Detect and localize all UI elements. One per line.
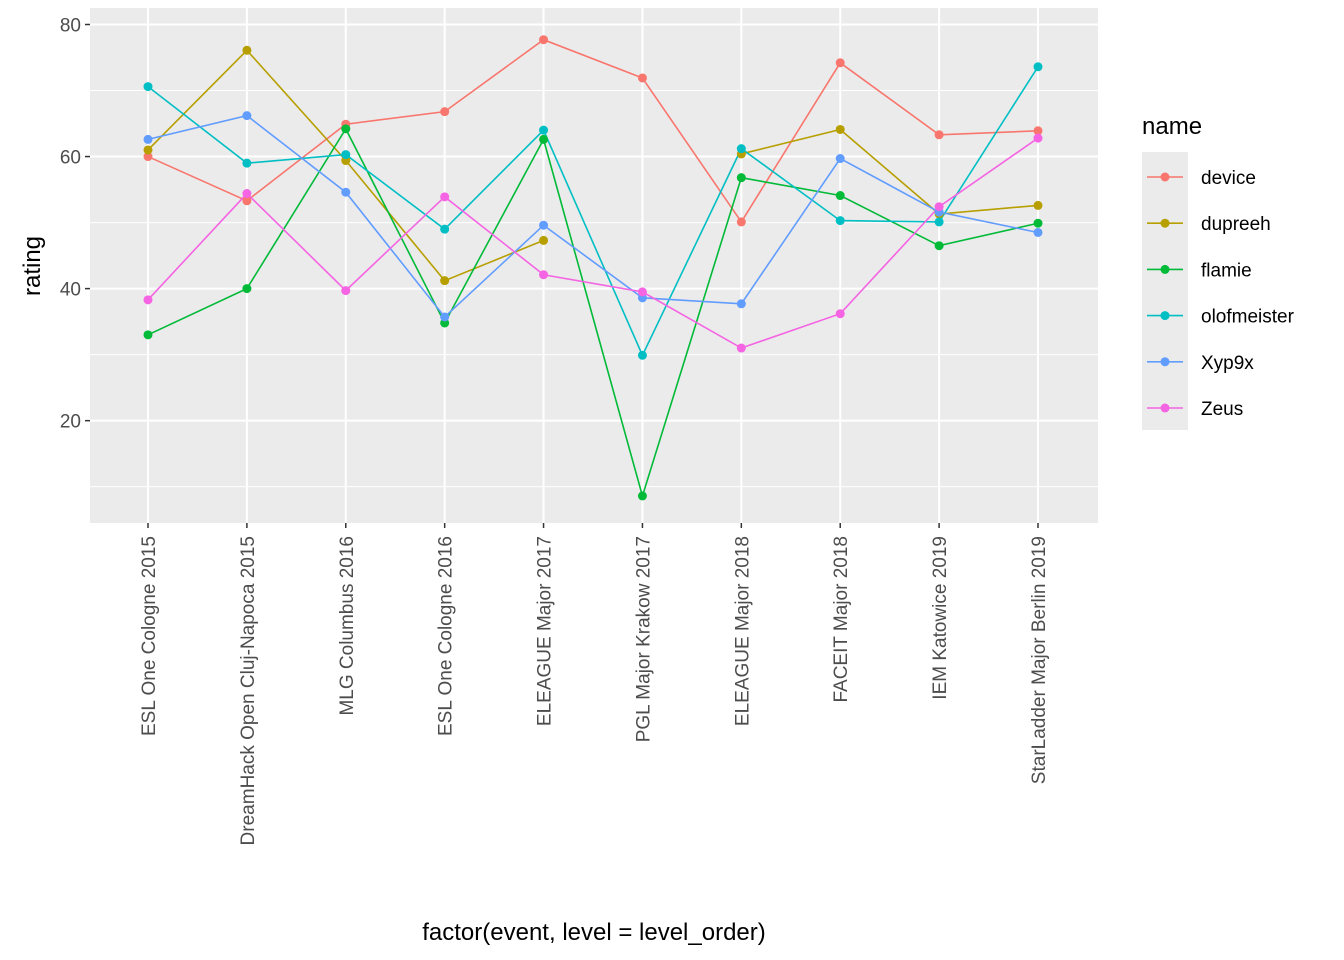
y-tick-label: 80 xyxy=(60,16,81,37)
y-tick-label: 40 xyxy=(60,280,81,301)
y-tick-label: 60 xyxy=(60,148,81,169)
point-device xyxy=(1033,126,1043,136)
point-olofmeister xyxy=(1033,62,1043,72)
point-zeus xyxy=(440,192,450,202)
point-olofmeister xyxy=(835,216,845,226)
y-axis: 20 40 60 80 xyxy=(60,16,90,433)
point-zeus xyxy=(637,287,647,297)
point-zeus xyxy=(242,189,252,199)
point-device xyxy=(440,107,450,117)
x-tick-label: ESL One Cologne 2016 xyxy=(436,536,457,736)
point-flamie xyxy=(341,124,351,134)
point-dupreeh xyxy=(539,235,549,245)
point-olofmeister xyxy=(341,150,351,160)
point-device xyxy=(539,35,549,45)
legend-key-point-device xyxy=(1160,172,1170,182)
point-zeus xyxy=(1033,133,1043,143)
point-xyp9x xyxy=(341,187,351,197)
series-line-zeus xyxy=(147,137,1039,349)
legend-title: name xyxy=(1142,113,1202,140)
point-dupreeh xyxy=(143,145,153,155)
y-tick-label: 20 xyxy=(60,412,81,433)
legend-key-background xyxy=(1142,152,1188,430)
point-dupreeh xyxy=(440,276,450,286)
legend-label-xyp9x: Xyp9x xyxy=(1201,353,1254,374)
x-axis-title: factor(event, level = level_order) xyxy=(422,919,766,946)
legend-key-point-xyp9x xyxy=(1160,357,1170,367)
point-flamie xyxy=(1033,218,1043,228)
point-zeus xyxy=(934,202,944,212)
series-line-device xyxy=(147,38,1039,224)
series-line-olofmeister xyxy=(147,66,1039,358)
point-flamie xyxy=(637,491,647,501)
legend-label-dupreeh: dupreeh xyxy=(1201,214,1271,235)
point-olofmeister xyxy=(736,144,746,154)
point-zeus xyxy=(341,286,351,296)
legend: name device dupreeh flamie olofmeister Xyp9x… xyxy=(1142,113,1295,430)
point-flamie xyxy=(539,134,549,144)
point-xyp9x xyxy=(242,111,252,121)
x-tick-label: ESL One Cologne 2015 xyxy=(139,536,160,736)
point-flamie xyxy=(835,191,845,201)
point-flamie xyxy=(736,173,746,183)
point-olofmeister xyxy=(440,224,450,234)
legend-label-olofmeister: olofmeister xyxy=(1201,307,1295,328)
point-zeus xyxy=(143,295,153,305)
legend-key-point-olofmeister xyxy=(1160,311,1170,321)
x-tick-label: ELEAGUE Major 2018 xyxy=(732,536,753,726)
x-tick-label: PGL Major Krakow 2017 xyxy=(633,536,654,742)
point-xyp9x xyxy=(1033,227,1043,237)
point-zeus xyxy=(835,309,845,319)
point-xyp9x xyxy=(440,312,450,322)
legend-key-point-flamie xyxy=(1160,264,1170,274)
point-dupreeh xyxy=(1033,200,1043,210)
legend-label-zeus: Zeus xyxy=(1201,399,1243,420)
legend-key-point-dupreeh xyxy=(1160,218,1170,228)
x-tick-label: StarLadder Major Berlin 2019 xyxy=(1029,536,1050,784)
x-tick-label: MLG Columbus 2016 xyxy=(337,536,358,716)
series-line-xyp9x xyxy=(147,114,1039,319)
series-lines xyxy=(147,38,1039,499)
point-olofmeister xyxy=(934,217,944,227)
point-olofmeister xyxy=(637,350,647,360)
x-axis: ESL One Cologne 2015 DreamHack Open Cluj-… xyxy=(139,523,1050,845)
series-line-dupreeh xyxy=(741,128,1039,215)
point-device xyxy=(934,130,944,140)
point-xyp9x xyxy=(143,134,153,144)
point-zeus xyxy=(736,343,746,353)
x-tick-label: IEM Katowice 2019 xyxy=(930,536,951,700)
point-flamie xyxy=(934,241,944,251)
legend-label-flamie: flamie xyxy=(1201,260,1252,281)
point-zeus xyxy=(539,270,549,280)
point-olofmeister xyxy=(242,158,252,168)
point-device xyxy=(143,152,153,162)
point-olofmeister xyxy=(539,125,549,135)
x-tick-label: DreamHack Open Cluj-Napoca 2015 xyxy=(238,536,259,845)
x-tick-label: ELEAGUE Major 2017 xyxy=(535,536,556,726)
point-xyp9x xyxy=(539,220,549,230)
point-device xyxy=(736,217,746,227)
series-points xyxy=(143,35,1043,501)
point-olofmeister xyxy=(143,82,153,92)
x-tick-label: FACEIT Major 2018 xyxy=(831,536,852,703)
point-flamie xyxy=(143,330,153,340)
point-device xyxy=(835,58,845,68)
point-xyp9x xyxy=(736,299,746,309)
point-device xyxy=(242,196,252,206)
grid xyxy=(90,8,1098,523)
plot-panel xyxy=(90,8,1098,523)
point-device xyxy=(637,73,647,83)
legend-label-device: device xyxy=(1201,168,1256,189)
point-xyp9x xyxy=(835,154,845,164)
y-axis-title: rating xyxy=(19,236,46,296)
point-dupreeh xyxy=(835,124,845,134)
point-flamie xyxy=(242,284,252,294)
point-dupreeh xyxy=(242,45,252,55)
legend-key-point-zeus xyxy=(1160,403,1170,413)
